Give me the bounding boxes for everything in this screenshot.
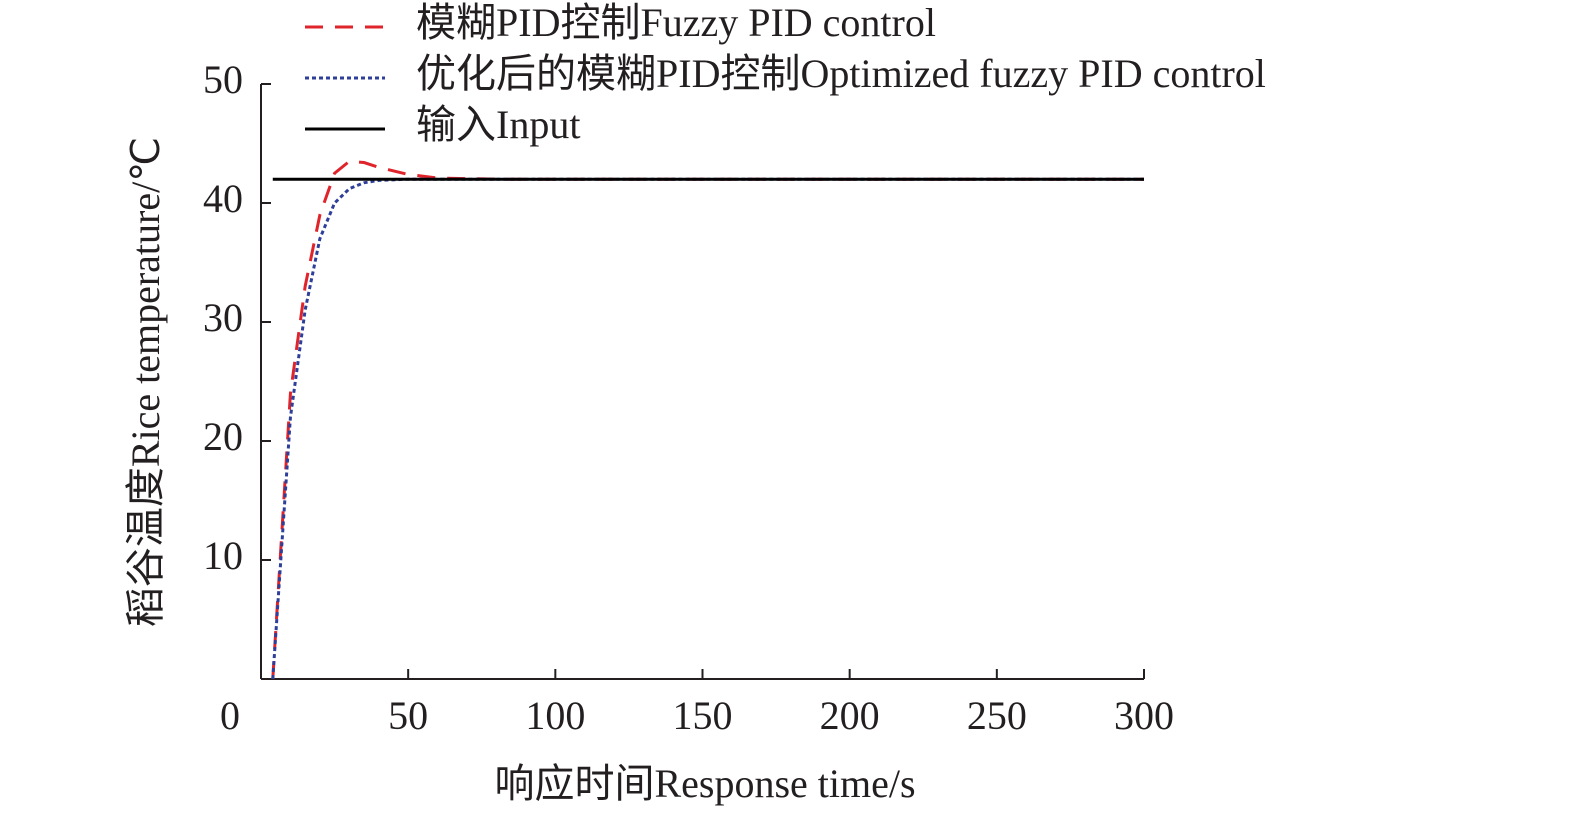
y-tick-label: 30 (203, 295, 243, 340)
y-tick-label: 10 (203, 533, 243, 578)
y-axis-label: 稻谷温度Rice temperature/℃ (123, 137, 168, 627)
x-tick-label: 0 (220, 693, 240, 738)
x-tick-label: 250 (967, 693, 1027, 738)
x-tick-label: 100 (525, 693, 585, 738)
y-tick-label: 20 (203, 414, 243, 459)
series-line (271, 177, 1144, 680)
legend-label: 模糊PID控制Fuzzy PID control (416, 0, 936, 45)
x-tick-label: 150 (673, 693, 733, 738)
y-tick-label: 50 (203, 57, 243, 102)
x-tick-label: 50 (388, 693, 428, 738)
x-tick-label: 200 (820, 693, 880, 738)
x-axis-label: 响应时间Response time/s (494, 761, 915, 806)
y-tick-label: 40 (203, 176, 243, 221)
legend-label: 输入Input (416, 102, 580, 147)
series-line (271, 159, 1144, 680)
x-tick-label: 300 (1114, 693, 1174, 738)
legend-label: 优化后的模糊PID控制Optimized fuzzy PID control (416, 51, 1266, 96)
